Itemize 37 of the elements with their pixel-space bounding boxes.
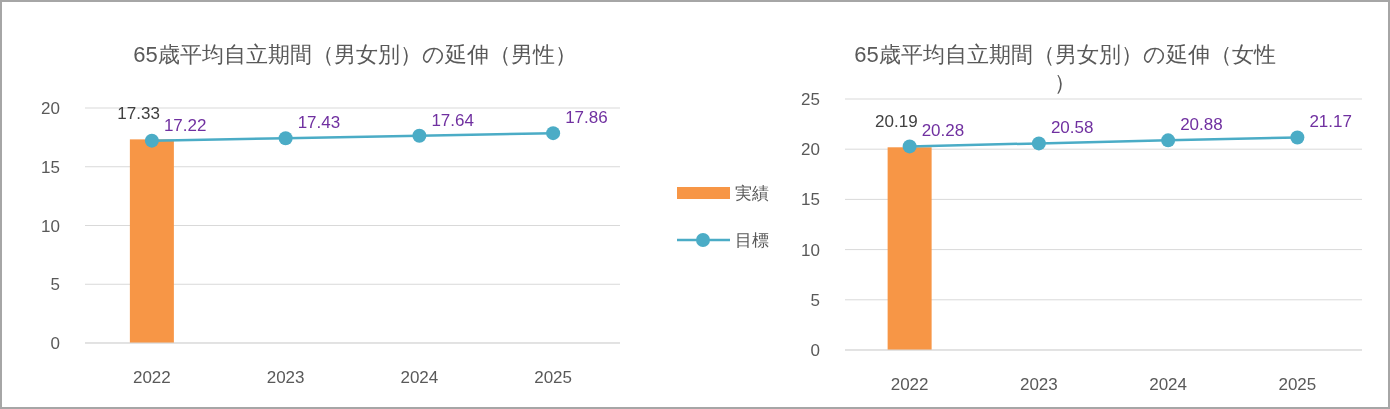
y-tick-label: 20 xyxy=(41,99,60,118)
x-tick-label: 2023 xyxy=(266,368,305,387)
y-tick-label: 10 xyxy=(801,240,820,260)
y-tick-label: 10 xyxy=(41,216,60,236)
y-tick-label: 5 xyxy=(810,290,820,310)
point xyxy=(902,139,917,154)
data-label: 20.28 xyxy=(921,121,965,141)
point xyxy=(1290,130,1305,145)
y-tick-label: 0 xyxy=(50,334,60,353)
y-tick-label: 15 xyxy=(801,190,820,210)
data-label: 20.88 xyxy=(1180,115,1223,135)
legend-label: 実績 xyxy=(735,184,769,203)
x-tick-label: 2025 xyxy=(534,368,573,387)
data-label: 20.58 xyxy=(1050,118,1094,138)
data-label: 17.22 xyxy=(163,115,207,135)
x-tick-label: 2024 xyxy=(400,368,439,387)
legend-label: 目標 xyxy=(735,231,769,250)
point xyxy=(1161,133,1176,148)
x-tick-label: 2022 xyxy=(132,368,171,387)
chart-title: 65歳平均自立期間（男女別）の延伸（女性） xyxy=(854,42,1276,95)
x-tick-label: 2024 xyxy=(1149,375,1188,394)
data-label: 17.64 xyxy=(431,110,474,130)
y-tick-label: 15 xyxy=(41,157,60,177)
point xyxy=(1031,136,1046,151)
data-label: 17.86 xyxy=(565,108,608,128)
x-tick-label: 2023 xyxy=(1019,375,1058,394)
x-tick-label: 2025 xyxy=(1278,375,1317,394)
y-tick-label: 25 xyxy=(801,90,820,109)
data-label: 17.43 xyxy=(297,113,341,133)
chart-title: 65歳平均自立期間（男女別）の延伸（男性） xyxy=(133,42,577,67)
data-label: 17.33 xyxy=(117,104,160,124)
y-tick-label: 0 xyxy=(810,341,820,360)
data-label: 21.17 xyxy=(1309,112,1352,132)
y-tick-label: 5 xyxy=(50,275,60,295)
x-tick-label: 2022 xyxy=(890,375,929,394)
y-tick-label: 20 xyxy=(801,140,820,160)
data-label: 20.19 xyxy=(875,112,918,132)
